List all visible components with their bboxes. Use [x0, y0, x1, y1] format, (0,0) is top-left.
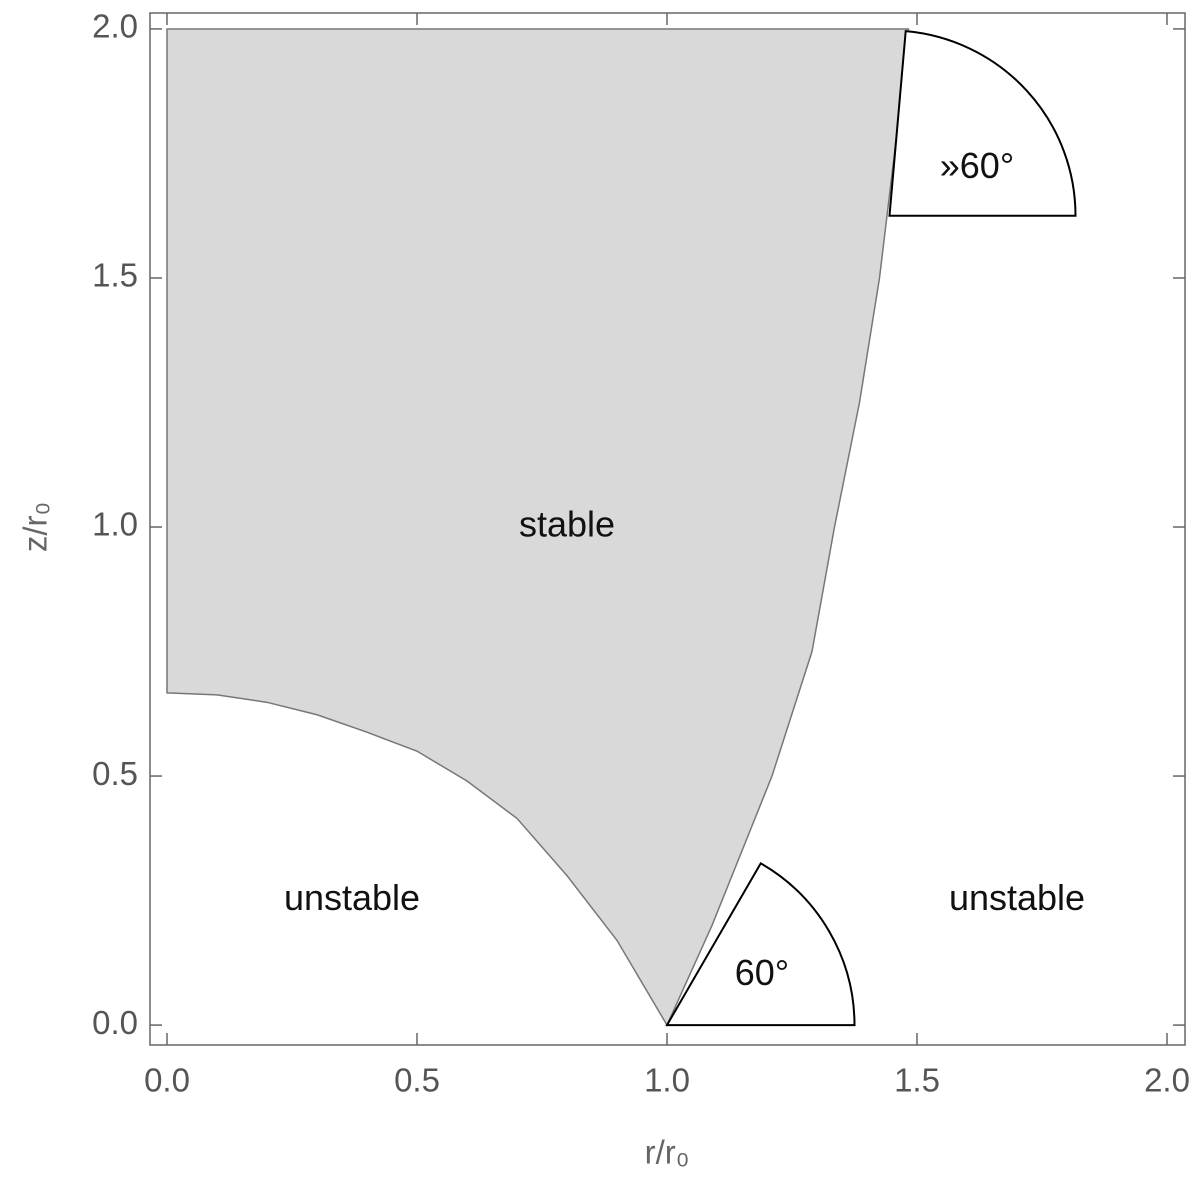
- angle-label: »60°: [940, 145, 1014, 186]
- angle-sector: [888, 30, 1077, 217]
- y-tick-label: 2.0: [92, 8, 138, 45]
- x-tick-label: 0.0: [144, 1062, 190, 1099]
- region-label: unstable: [949, 877, 1085, 918]
- angle-sector: [665, 861, 856, 1027]
- x-tick-label: 2.0: [1144, 1062, 1190, 1099]
- y-axis-label: z/r₀: [17, 502, 54, 552]
- y-tick-label: 0.0: [92, 1004, 138, 1041]
- x-tick-label: 1.5: [894, 1062, 940, 1099]
- y-tick-label: 1.5: [92, 257, 138, 294]
- y-tick-label: 1.0: [92, 506, 138, 543]
- region-label: stable: [519, 504, 615, 545]
- angle-label: 60°: [735, 952, 789, 993]
- region-label: unstable: [284, 877, 420, 918]
- x-tick-label: 0.5: [394, 1062, 440, 1099]
- x-tick-label: 1.0: [644, 1062, 690, 1099]
- y-tick-label: 0.5: [92, 755, 138, 792]
- x-axis-label: r/r₀: [645, 1134, 690, 1171]
